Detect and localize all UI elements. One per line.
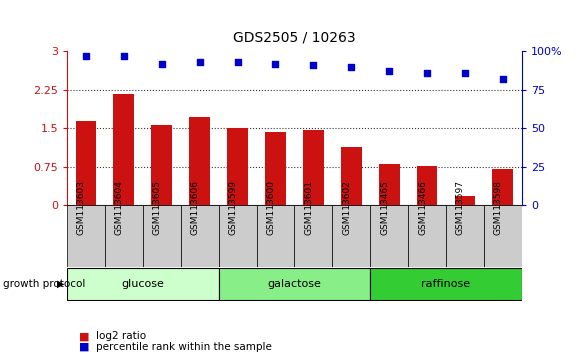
Bar: [303, 130, 324, 205]
Bar: [265, 132, 286, 205]
Bar: [370, 268, 522, 300]
Bar: [227, 128, 248, 205]
Text: ▶: ▶: [57, 279, 64, 289]
Text: galactose: galactose: [268, 279, 321, 289]
Bar: [257, 205, 294, 267]
Point: [195, 59, 205, 65]
Bar: [332, 205, 370, 267]
Point: [157, 61, 167, 67]
Text: raffinose: raffinose: [422, 279, 470, 289]
Text: GSM113597: GSM113597: [456, 180, 465, 235]
Text: GSM113466: GSM113466: [418, 180, 427, 235]
Bar: [379, 164, 399, 205]
Point: [82, 53, 91, 59]
Text: GSM113465: GSM113465: [380, 180, 389, 235]
Bar: [143, 205, 181, 267]
Bar: [408, 205, 446, 267]
Bar: [446, 205, 484, 267]
Bar: [484, 205, 522, 267]
Bar: [76, 121, 96, 205]
Bar: [189, 117, 210, 205]
Text: GSM113598: GSM113598: [494, 180, 503, 235]
Text: percentile rank within the sample: percentile rank within the sample: [96, 342, 272, 352]
Bar: [105, 205, 143, 267]
Bar: [114, 94, 134, 205]
Point: [308, 62, 318, 68]
Point: [346, 64, 356, 69]
Bar: [341, 147, 361, 205]
Bar: [455, 196, 475, 205]
Point: [233, 59, 243, 65]
Text: growth protocol: growth protocol: [3, 279, 85, 289]
Point: [460, 70, 469, 76]
Point: [498, 76, 507, 82]
Text: log2 ratio: log2 ratio: [96, 331, 146, 341]
Text: GSM113599: GSM113599: [229, 180, 238, 235]
Text: GSM113603: GSM113603: [77, 180, 86, 235]
Text: GSM113601: GSM113601: [304, 180, 313, 235]
Bar: [219, 205, 257, 267]
Text: GDS2505 / 10263: GDS2505 / 10263: [233, 30, 356, 44]
Point: [422, 70, 431, 76]
Bar: [181, 205, 219, 267]
Text: ■: ■: [79, 342, 89, 352]
Point: [271, 61, 280, 67]
Point: [385, 69, 394, 74]
Text: GSM113605: GSM113605: [153, 180, 161, 235]
Bar: [417, 166, 437, 205]
Bar: [152, 125, 172, 205]
Text: glucose: glucose: [121, 279, 164, 289]
Bar: [370, 205, 408, 267]
Bar: [67, 268, 219, 300]
Bar: [219, 268, 370, 300]
Point: [119, 53, 128, 59]
Text: GSM113606: GSM113606: [191, 180, 199, 235]
Bar: [67, 205, 105, 267]
Bar: [294, 205, 332, 267]
Text: GSM113604: GSM113604: [115, 180, 124, 235]
Text: GSM113600: GSM113600: [266, 180, 275, 235]
Text: ■: ■: [79, 331, 89, 341]
Text: GSM113602: GSM113602: [342, 180, 351, 235]
Bar: [493, 170, 513, 205]
